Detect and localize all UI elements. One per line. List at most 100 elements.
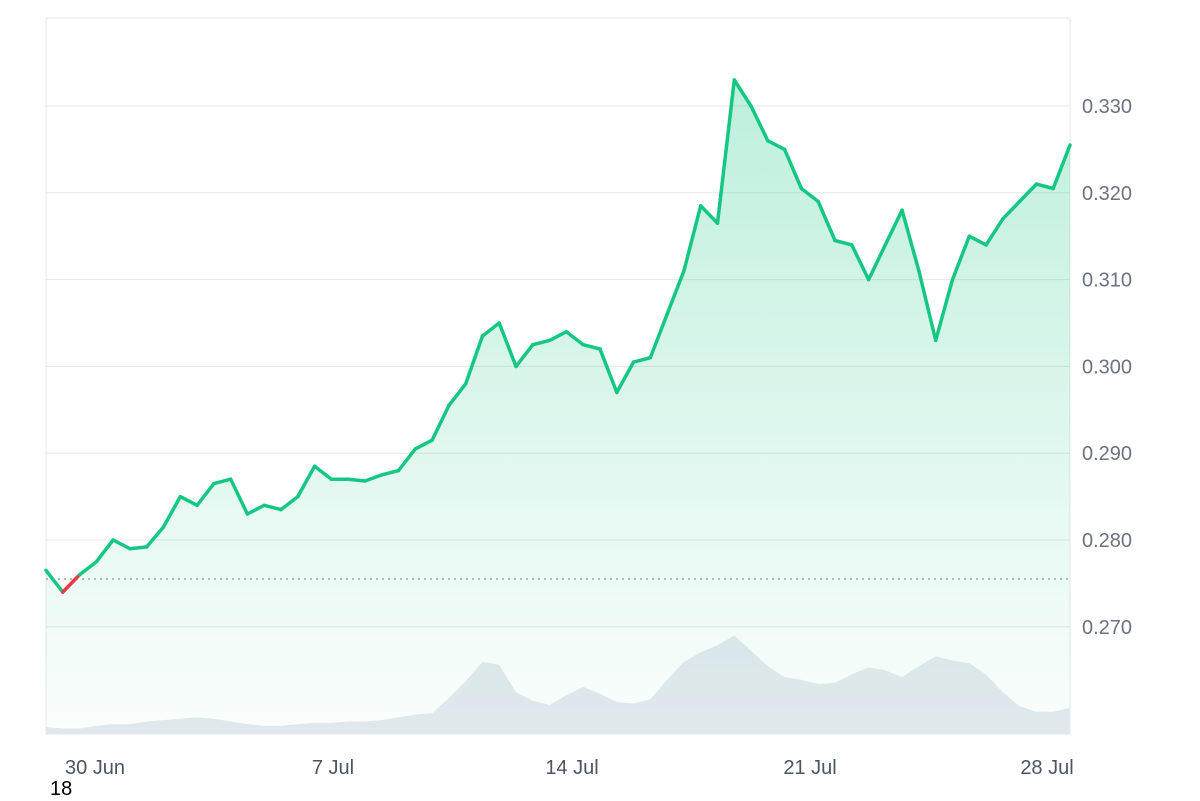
price-point [1018,199,1022,204]
x-tick-label: 30 Jun [65,757,125,779]
price-point [396,469,401,473]
price-point [413,447,417,451]
price-point [1051,186,1055,191]
price-line-segment [581,342,602,351]
y-tick-label: 0.300 [1082,356,1132,378]
price-line-segment [463,334,485,386]
price-line-segment [682,204,703,273]
price-point [262,503,266,507]
price-line-segment [900,208,921,273]
price-point [363,479,367,483]
price-point [514,364,518,368]
price-line-segment [782,147,804,191]
price-line-segment [514,342,535,369]
price-point [900,208,904,212]
price-point [950,278,955,282]
y-axis-ticks: 0.330 0.320 0.310 0.300 0.290 0.280 0.270 [1082,96,1132,639]
price-point [212,482,216,486]
price-line-segment [279,494,300,512]
price-line-segment [228,477,250,516]
price-line-segment [598,347,619,395]
price-line-segment [967,234,988,247]
price-point [430,438,434,442]
price-point [548,338,552,342]
price-line-segment [564,329,585,347]
price-line-segment [648,312,669,360]
price-point [94,560,98,564]
price-point [715,221,720,225]
price-point [1034,182,1038,186]
price-line-segment [1001,199,1022,221]
price-line-segment [698,204,720,225]
price-point [833,238,837,243]
price-point [581,343,585,347]
price-line-segment [749,104,770,143]
price-point [145,545,149,549]
price-point [279,508,283,512]
price-point [531,343,535,347]
price-line-segment [212,477,233,486]
x-axis-ticks: 30 Jun 7 Jul 14 Jul 21 Jul 28 Jul [65,757,1074,779]
price-line-segment [732,78,753,108]
line-layer [44,78,1072,594]
area-layer [46,80,1070,734]
price-point [229,477,233,481]
price-point [883,243,887,247]
price-point [111,538,115,542]
y-tick-label: 0.270 [1082,617,1132,639]
price-line-segment [631,355,653,364]
price-point [346,477,350,481]
price-point [1001,217,1005,221]
price-point [967,234,971,238]
price-line-segment [480,321,501,338]
price-line-segment [615,360,636,395]
price-line-segment [363,473,384,483]
price-line-segment [245,503,266,516]
price-point [564,330,569,334]
price-line-segment [933,277,955,343]
price-point [631,360,636,364]
price-point [615,390,619,394]
price-line-segment [547,329,569,343]
price-point [799,186,804,191]
price-line-segment [77,559,99,577]
price-line-segment [950,234,972,282]
price-line-segment [850,243,871,282]
price-point [61,590,65,594]
price-line-segment [312,464,334,481]
price-point [128,547,132,551]
price-line-segment [379,468,401,477]
price-line-segment [178,494,199,508]
x-tick-label: 28 Jul [1020,757,1073,779]
price-line-segment [161,494,183,529]
corner-label: 18 [50,778,73,800]
price-line-segment [531,338,552,347]
price-point [195,503,199,507]
price-line-segment [1051,143,1072,191]
price-point [749,104,753,108]
price-point [44,568,48,573]
y-tick-label: 0.280 [1082,530,1132,552]
price-point [480,334,485,338]
price-point [1068,143,1072,147]
price-line-segment [128,545,149,551]
price-line-segment [346,477,367,483]
price-point [329,477,333,481]
price-line-segment [497,321,518,369]
price-line-segment [984,217,1005,247]
price-point [497,321,501,325]
price-point [816,199,820,204]
price-point [447,403,451,408]
price-point [917,269,921,273]
price-area-fill [46,80,1070,734]
price-line-segment [262,503,283,512]
price-point [732,78,736,82]
price-line-segment [296,464,317,499]
price-line-segment [833,238,854,247]
price-point [598,347,602,351]
price-line-segment [1017,182,1039,204]
y-tick-label: 0.290 [1082,443,1132,465]
price-line-segment [766,138,787,152]
price-line-segment [917,269,938,343]
